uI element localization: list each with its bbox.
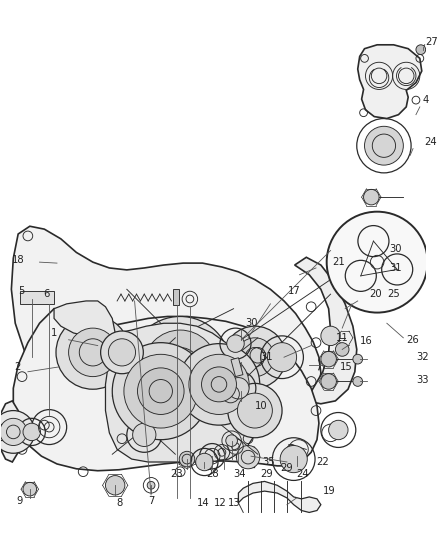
Polygon shape [295, 257, 357, 404]
Circle shape [328, 421, 348, 440]
Circle shape [321, 374, 336, 389]
Circle shape [56, 316, 130, 389]
Circle shape [0, 418, 27, 446]
Circle shape [228, 377, 249, 399]
Circle shape [327, 212, 427, 312]
Text: 16: 16 [360, 336, 372, 346]
Polygon shape [358, 45, 422, 118]
Circle shape [353, 377, 363, 386]
Polygon shape [238, 481, 321, 512]
Circle shape [224, 326, 286, 388]
Text: 29: 29 [261, 469, 273, 479]
Circle shape [268, 343, 297, 372]
Text: 11: 11 [336, 333, 348, 343]
Text: 30: 30 [389, 244, 401, 254]
Text: 27: 27 [426, 37, 438, 47]
Circle shape [130, 317, 231, 417]
Text: 28: 28 [206, 469, 219, 479]
Bar [231, 358, 243, 377]
Text: 30: 30 [245, 318, 258, 328]
Text: 15: 15 [340, 362, 353, 372]
Polygon shape [1, 401, 22, 462]
Text: 22: 22 [316, 457, 329, 467]
Text: 13: 13 [228, 498, 240, 508]
Text: 10: 10 [255, 401, 268, 411]
Circle shape [226, 435, 237, 447]
Text: 26: 26 [406, 335, 419, 345]
Text: 31: 31 [261, 352, 273, 362]
Text: 24: 24 [297, 469, 309, 479]
Text: 21: 21 [332, 257, 345, 267]
Text: 29: 29 [280, 463, 293, 473]
Text: 35: 35 [263, 457, 275, 467]
Text: 18: 18 [12, 255, 25, 265]
Text: 14: 14 [197, 498, 209, 508]
Circle shape [237, 393, 272, 428]
Circle shape [201, 367, 237, 402]
Circle shape [138, 368, 184, 415]
Text: 6: 6 [43, 289, 50, 299]
Polygon shape [54, 301, 115, 340]
Circle shape [108, 339, 135, 366]
Text: 4: 4 [423, 95, 429, 105]
Text: 5: 5 [18, 286, 25, 296]
Text: 19: 19 [323, 486, 336, 496]
Text: 17: 17 [288, 286, 300, 296]
Circle shape [364, 126, 403, 165]
Circle shape [112, 343, 209, 440]
Polygon shape [13, 309, 319, 471]
Circle shape [196, 453, 213, 471]
Text: 1: 1 [51, 328, 57, 338]
Circle shape [237, 446, 260, 469]
Text: 32: 32 [416, 352, 428, 362]
Circle shape [0, 410, 35, 453]
Circle shape [101, 331, 143, 374]
Circle shape [69, 328, 117, 377]
Circle shape [336, 343, 349, 356]
Polygon shape [106, 323, 258, 462]
Circle shape [416, 45, 426, 54]
Text: 2: 2 [14, 362, 21, 372]
Text: 24: 24 [425, 137, 437, 147]
Bar [173, 289, 179, 305]
Text: 23: 23 [170, 469, 183, 479]
Text: 7: 7 [148, 496, 155, 506]
Circle shape [23, 482, 37, 496]
Circle shape [178, 344, 260, 425]
Bar [0, 424, 4, 440]
Bar [20, 291, 54, 304]
Text: 31: 31 [389, 263, 401, 273]
Circle shape [227, 335, 244, 352]
Circle shape [23, 423, 40, 441]
Circle shape [353, 354, 363, 364]
Text: 25: 25 [387, 289, 399, 299]
Circle shape [364, 189, 379, 205]
Circle shape [143, 330, 217, 404]
Circle shape [179, 451, 195, 467]
Circle shape [106, 475, 125, 495]
Text: 34: 34 [233, 469, 246, 479]
Circle shape [147, 481, 155, 489]
Circle shape [321, 351, 336, 367]
Text: 8: 8 [116, 498, 122, 508]
Polygon shape [11, 226, 321, 442]
Text: 9: 9 [16, 496, 23, 506]
Text: 12: 12 [214, 498, 227, 508]
Circle shape [189, 354, 249, 415]
Circle shape [321, 326, 340, 345]
Circle shape [280, 446, 307, 473]
Circle shape [228, 383, 282, 438]
Circle shape [236, 338, 274, 377]
Circle shape [133, 423, 156, 447]
Text: 20: 20 [369, 289, 382, 299]
Circle shape [124, 354, 198, 428]
Text: 33: 33 [416, 375, 428, 384]
